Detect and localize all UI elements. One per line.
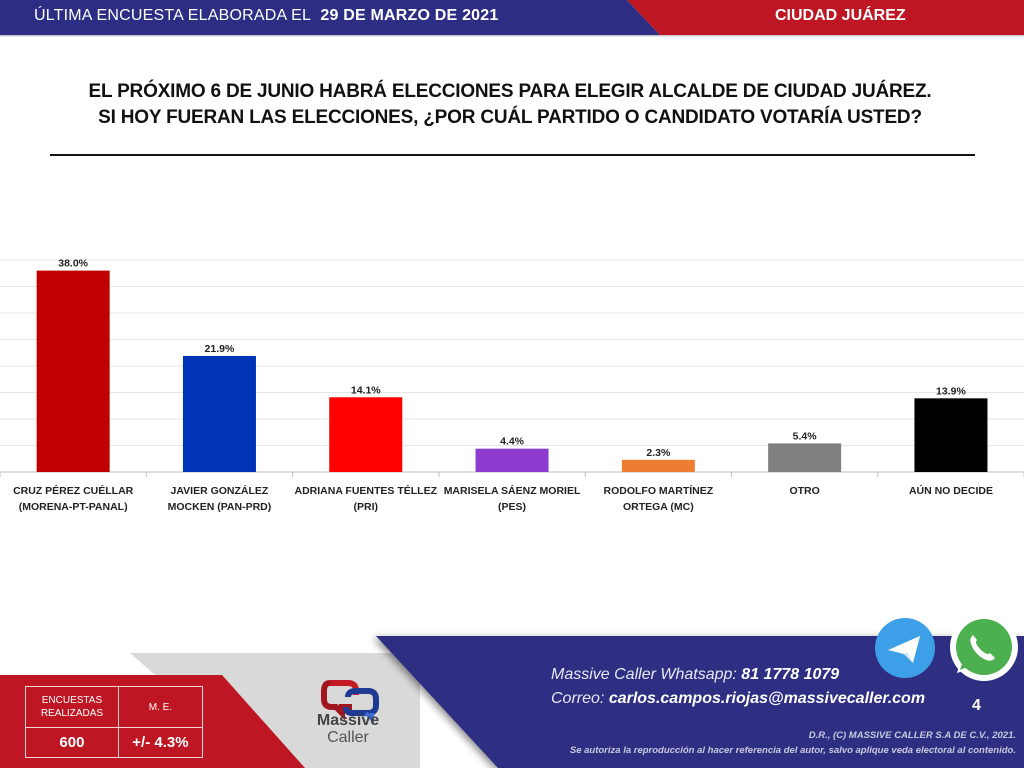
question-line-2: SI HOY FUERAN LAS ELECCIONES, ¿POR CUÁL … bbox=[98, 107, 922, 128]
footer-blue-band bbox=[376, 636, 1024, 768]
question-divider bbox=[50, 154, 975, 156]
data-label-3: 14.1% bbox=[351, 384, 381, 396]
whatsapp-icon[interactable] bbox=[950, 613, 1018, 681]
header-blue-band bbox=[0, 0, 660, 35]
whatsapp-number[interactable]: 81 1778 1079 bbox=[741, 666, 840, 683]
data-label-4: 4.4% bbox=[500, 436, 525, 448]
legal-line-1: D.R., (C) MASSIVE CALLER S.A DE C.V., 20… bbox=[808, 730, 1016, 741]
category-label-3-line-1: ADRIANA FUENTES TÉLLEZ bbox=[294, 484, 437, 497]
category-label-4-line-1: MARISELA SÁENZ MORIEL bbox=[444, 484, 581, 497]
bar-6 bbox=[768, 443, 842, 472]
telegram-icon[interactable] bbox=[875, 618, 935, 678]
bar-3 bbox=[329, 397, 403, 472]
bar-5 bbox=[621, 459, 695, 472]
category-label-7-line-1: AÚN NO DECIDE bbox=[909, 484, 993, 497]
logo-text-massive: Massive bbox=[316, 712, 380, 729]
category-label-5-line-1: RODOLFO MARTÍNEZ bbox=[604, 484, 714, 497]
category-label-6-line-1: OTRO bbox=[789, 485, 819, 497]
city-label: CIUDAD JUÁREZ bbox=[775, 7, 906, 24]
category-label-5-line-2: ORTEGA (MC) bbox=[623, 501, 694, 513]
question-line-1: EL PRÓXIMO 6 DE JUNIO HABRÁ ELECCIONES P… bbox=[88, 81, 932, 102]
category-label-4-line-2: (PES) bbox=[498, 501, 526, 513]
email-link[interactable]: carlos.campos.riojas@massivecaller.com bbox=[608, 690, 926, 707]
email-contact: Correo: carlos.campos.riojas@massivecall… bbox=[551, 690, 925, 708]
header-underline bbox=[0, 35, 1024, 37]
data-label-2: 21.9% bbox=[205, 343, 235, 355]
data-label-7: 13.9% bbox=[936, 385, 966, 397]
category-label-3-line-2: (PRI) bbox=[354, 501, 379, 513]
category-label-1-line-1: CRUZ PÉREZ CUÉLLAR bbox=[13, 484, 134, 497]
survey-date-label: ÚLTIMA ENCUESTA ELABORADA EL 29 DE MARZO… bbox=[34, 7, 498, 25]
category-label-2-line-2: MOCKEN (PAN-PRD) bbox=[168, 501, 272, 513]
data-label-5: 2.3% bbox=[646, 447, 671, 459]
bar-4 bbox=[475, 448, 549, 472]
page-number: 4 bbox=[972, 697, 981, 714]
bar-2 bbox=[182, 355, 256, 472]
category-label-2-line-1: JAVIER GONZÁLEZ bbox=[171, 484, 269, 497]
survey-info-table: ENCUESTAS REALIZADAS M. E. 600 +/- 4.3% bbox=[25, 686, 204, 758]
email-label: Correo: bbox=[551, 690, 605, 707]
bar-7 bbox=[914, 398, 988, 472]
survey-prefix: ÚLTIMA ENCUESTA ELABORADA EL bbox=[34, 7, 312, 24]
surveys-value: 600 bbox=[25, 727, 119, 758]
margin-error-value: +/- 4.3% bbox=[117, 727, 204, 758]
bar-1 bbox=[36, 270, 110, 472]
header-banner bbox=[0, 0, 1024, 37]
whatsapp-contact: Massive Caller Whatsapp: 81 1778 1079 bbox=[551, 666, 839, 684]
question-title: EL PRÓXIMO 6 DE JUNIO HABRÁ ELECCIONES P… bbox=[40, 79, 980, 131]
bar-chart: 38.0% CRUZ PÉREZ CUÉLLAR (MORENA-PT-PANAL)… bbox=[0, 258, 1024, 513]
data-label-6: 5.4% bbox=[793, 430, 818, 442]
survey-date: 29 DE MARZO DE 2021 bbox=[320, 7, 499, 24]
surveys-header-line-2: REALIZADAS bbox=[40, 708, 104, 719]
massive-caller-logo-icon bbox=[321, 680, 379, 724]
header-red-band bbox=[627, 0, 1024, 35]
surveys-header: ENCUESTAS REALIZADAS bbox=[25, 686, 119, 728]
data-label-1: 38.0% bbox=[58, 258, 88, 270]
surveys-header-line-1: ENCUESTAS bbox=[41, 695, 103, 706]
category-label-1-line-2: (MORENA-PT-PANAL) bbox=[19, 501, 128, 513]
logo-text-caller: Caller bbox=[327, 729, 369, 746]
margin-error-header: M. E. bbox=[117, 686, 204, 728]
whatsapp-label: Massive Caller Whatsapp: bbox=[551, 666, 737, 683]
legal-line-2: Se autoriza la reproducción al hacer ref… bbox=[569, 745, 1016, 756]
